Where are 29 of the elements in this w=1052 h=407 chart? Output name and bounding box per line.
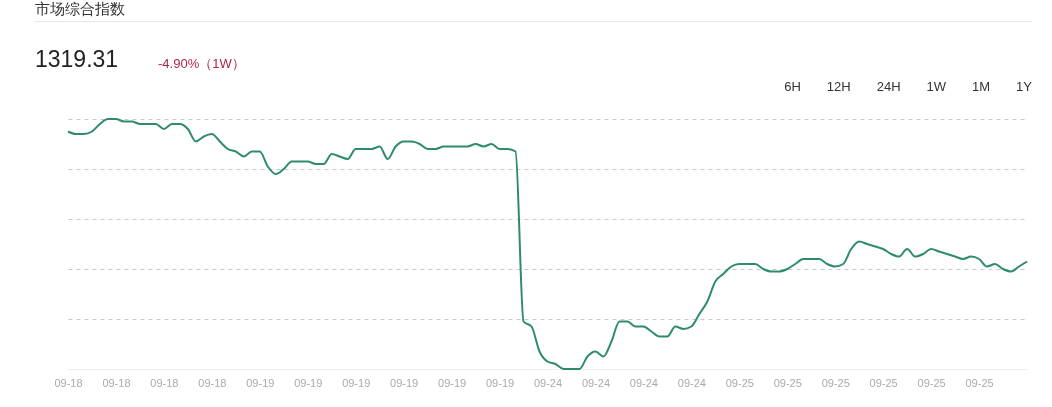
x-tick-label: 09-25 [773,376,802,389]
text: 1M [972,79,991,94]
x-tick-label: 09-25 [725,376,754,389]
x-tick-label: 09-24 [629,376,658,389]
x-tick-label: 09-18 [150,376,179,389]
text: 1Y [1016,79,1032,94]
x-tick-label: 09-24 [677,376,706,389]
x-tick-label: 09-24 [581,376,611,389]
x-tick-label: 09-18 [54,376,83,389]
text: 6H [784,79,801,94]
x-tick-label: 09-18 [102,376,131,389]
text: -4.90%（1W） [158,55,245,73]
x-tick-label: 09-19 [342,376,371,389]
x-tick-label: 09-19 [438,376,467,389]
x-tick-label: 09-19 [294,376,323,389]
text: 1W [926,79,947,94]
x-tick-label: 09-24 [533,376,563,389]
text: 24H [876,79,901,94]
x-tick-label: 09-25 [821,376,850,389]
x-tick-label: 09-25 [965,376,994,389]
text: 12H [826,79,851,94]
x-tick-label: 09-19 [485,376,515,389]
x-tick-label: 09-25 [917,376,946,389]
text: 1319.31 [35,46,119,73]
x-tick-label: 09-19 [390,376,419,389]
x-tick-label: 09-19 [246,376,275,389]
chart-title: 市场综合指数 [35,0,125,18]
x-tick-label: 09-25 [869,376,898,389]
x-tick-label: 09-18 [198,376,227,389]
